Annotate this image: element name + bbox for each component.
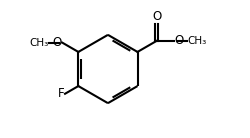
Text: O: O xyxy=(175,34,184,47)
Text: CH₃: CH₃ xyxy=(187,36,206,46)
Text: O: O xyxy=(52,36,61,49)
Text: O: O xyxy=(152,10,161,23)
Text: CH₃: CH₃ xyxy=(30,38,49,47)
Text: F: F xyxy=(58,87,64,100)
